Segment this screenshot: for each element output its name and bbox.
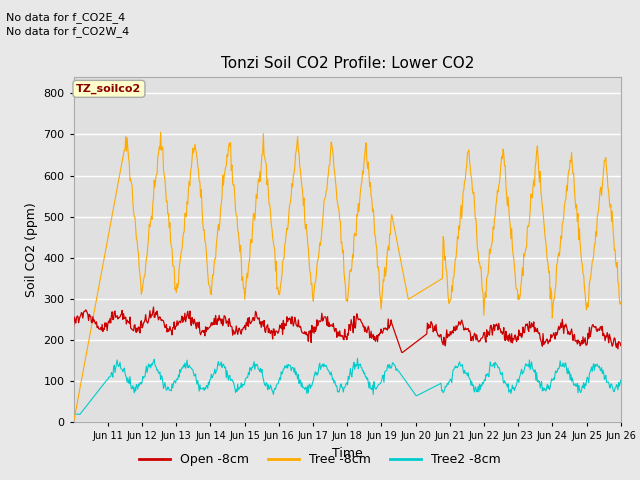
Text: No data for f_CO2E_4: No data for f_CO2E_4 bbox=[6, 12, 125, 23]
X-axis label: Time: Time bbox=[332, 447, 363, 460]
Title: Tonzi Soil CO2 Profile: Lower CO2: Tonzi Soil CO2 Profile: Lower CO2 bbox=[221, 57, 474, 72]
Y-axis label: Soil CO2 (ppm): Soil CO2 (ppm) bbox=[25, 202, 38, 297]
Text: No data for f_CO2W_4: No data for f_CO2W_4 bbox=[6, 26, 130, 37]
Text: TZ_soilco2: TZ_soilco2 bbox=[76, 84, 141, 94]
Legend: Open -8cm, Tree -8cm, Tree2 -8cm: Open -8cm, Tree -8cm, Tree2 -8cm bbox=[134, 448, 506, 471]
